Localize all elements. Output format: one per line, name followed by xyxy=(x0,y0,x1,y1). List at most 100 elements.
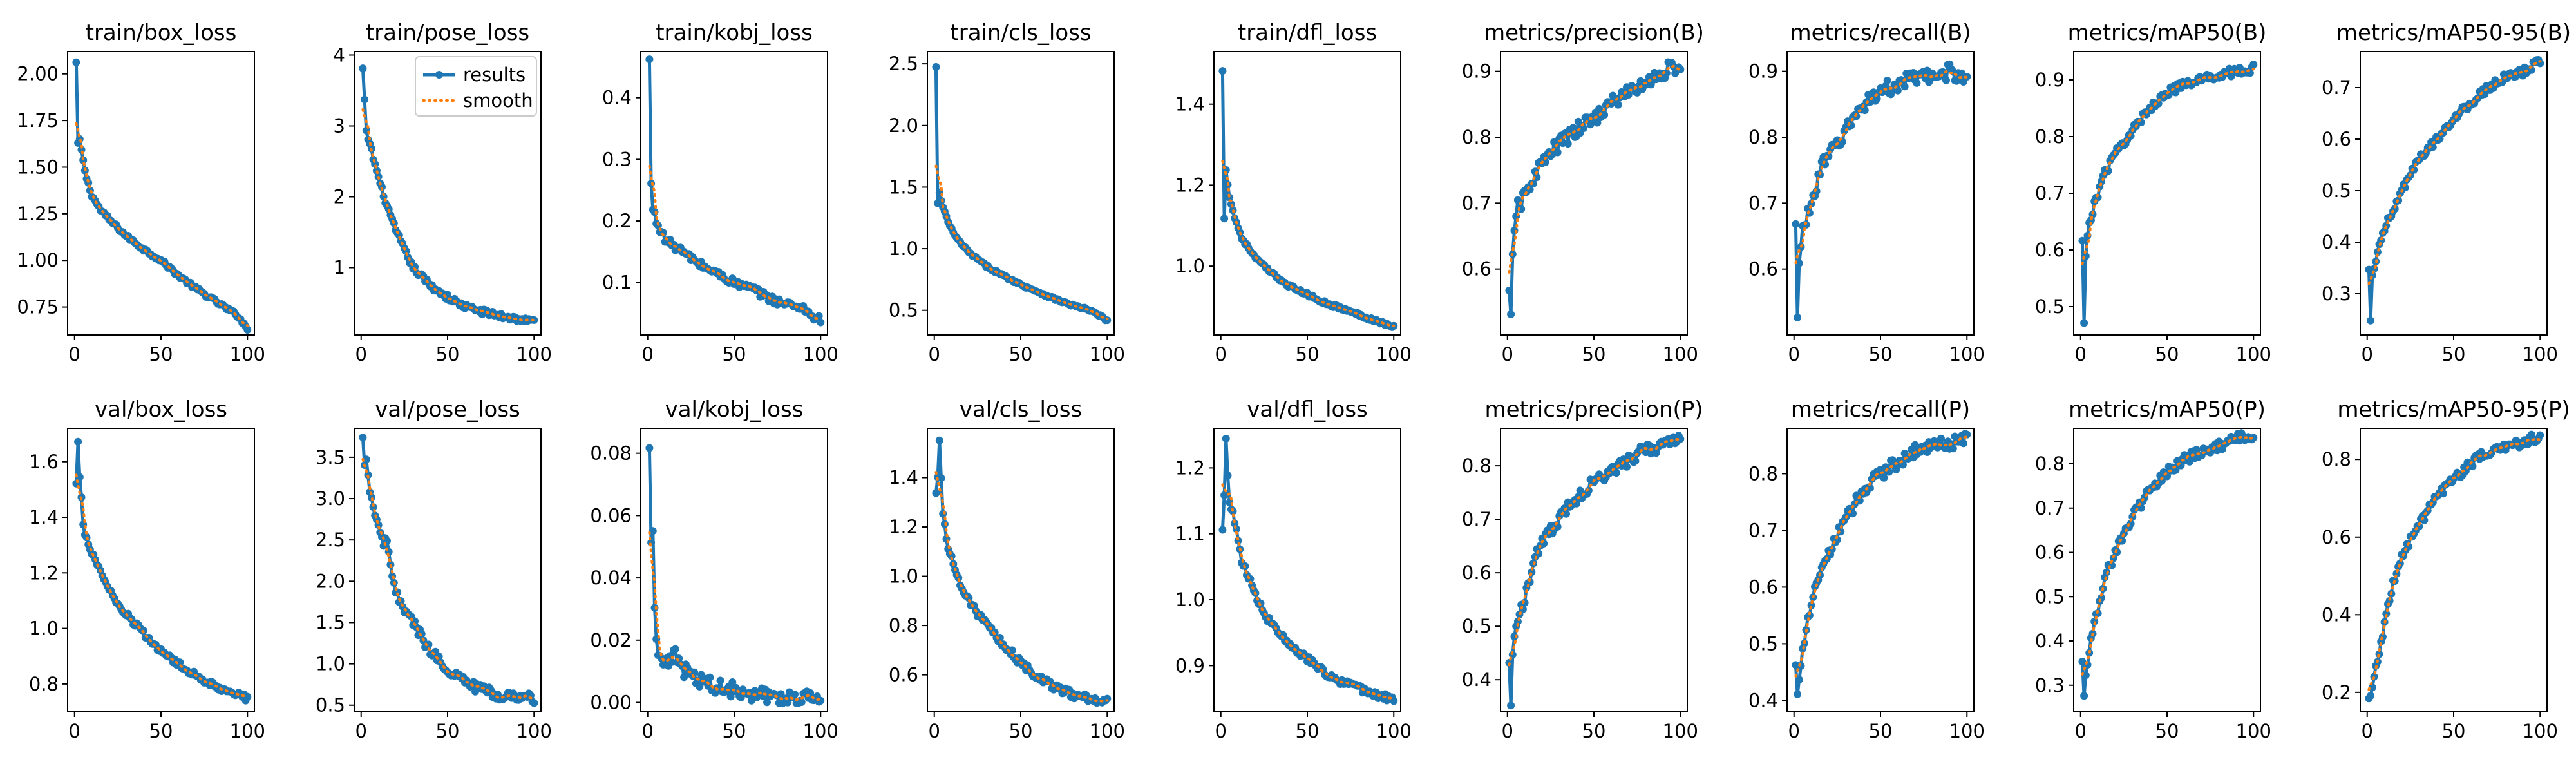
x-tick-label: 0 xyxy=(2362,720,2373,742)
panel-title: metrics/recall(B) xyxy=(1790,20,1971,46)
x-tick-label: 100 xyxy=(2236,343,2271,365)
x-tick-label: 50 xyxy=(1009,720,1033,742)
y-tick-label: 1.1 xyxy=(1175,523,1205,545)
chart-panel: train/pose_loss 1 2 3 4 0 50 100 results smooth xyxy=(334,20,552,365)
y-tick-label: 0.6 xyxy=(889,664,918,686)
smooth-series-line xyxy=(648,531,822,701)
y-tick-label: 0.5 xyxy=(889,300,918,321)
results-point xyxy=(1222,434,1230,443)
x-tick-label: 100 xyxy=(2523,720,2558,742)
smooth-series-line xyxy=(648,164,822,321)
results-point xyxy=(1569,124,1577,132)
results-point xyxy=(2367,316,2375,325)
y-tick-label: 1.0 xyxy=(29,618,59,640)
results-point xyxy=(2385,596,2394,605)
results-point xyxy=(369,503,377,511)
results-point xyxy=(1226,193,1234,202)
results-point xyxy=(1584,486,1593,495)
y-tick-label: 0.8 xyxy=(1462,126,1492,148)
panel-title: train/pose_loss xyxy=(366,20,529,46)
x-tick-label: 0 xyxy=(2362,343,2373,365)
y-tick-label: 1.2 xyxy=(1175,457,1205,479)
panel-title: train/box_loss xyxy=(86,20,237,46)
results-point xyxy=(2536,431,2544,439)
legend-smooth-label: smooth xyxy=(463,90,533,111)
results-point xyxy=(362,455,370,464)
smooth-series-line xyxy=(361,457,536,700)
results-point xyxy=(361,95,369,104)
y-tick-label: 0.4 xyxy=(2035,630,2065,652)
y-tick-label: 0.5 xyxy=(2035,296,2065,318)
x-tick-label: 50 xyxy=(436,343,460,365)
y-tick-label: 0.8 xyxy=(29,673,59,695)
results-point xyxy=(1553,148,1562,157)
results-point xyxy=(937,474,945,482)
chart-panel: train/kobj_loss 0.1 0.2 0.3 0.4 0 50 100 xyxy=(602,20,838,365)
x-tick-label: 0 xyxy=(1502,343,1513,365)
results-series-line xyxy=(1220,71,1395,329)
y-tick-label: 0.6 xyxy=(1462,258,1492,280)
y-tick-label: 0.9 xyxy=(1175,654,1205,676)
panel-title: train/cls_loss xyxy=(950,20,1091,46)
panel-title: metrics/precision(P) xyxy=(1484,397,1703,423)
y-tick-label: 0.6 xyxy=(2322,128,2351,150)
x-tick-label: 100 xyxy=(1663,343,1698,365)
y-tick-label: 1.0 xyxy=(889,566,918,587)
x-tick-label: 0 xyxy=(1215,720,1227,742)
results-point xyxy=(763,698,771,707)
results-point xyxy=(2088,210,2097,218)
results-series-line xyxy=(1507,61,1682,316)
y-tick-label: 0.4 xyxy=(2322,604,2351,625)
results-point xyxy=(1600,111,1609,119)
results-point xyxy=(1900,82,1909,91)
x-tick-label: 50 xyxy=(149,720,173,742)
y-tick-label: 0.7 xyxy=(1748,519,1778,541)
legend-results-marker xyxy=(435,71,443,79)
results-point xyxy=(359,434,367,442)
results-point xyxy=(530,699,538,707)
x-tick-label: 0 xyxy=(2075,720,2087,742)
chart-panel: val/pose_loss 0.5 1.0 1.5 2.0 2.5 3.0 3.5 0 50 100 xyxy=(316,397,552,742)
y-tick-label: 0.8 xyxy=(1748,463,1778,484)
results-point xyxy=(1949,444,1957,453)
results-point xyxy=(817,318,825,327)
legend-results-label: results xyxy=(463,64,526,86)
x-tick-label: 0 xyxy=(355,343,367,365)
x-tick-label: 0 xyxy=(69,720,80,742)
results-point xyxy=(2392,569,2401,578)
y-tick-label: 1.6 xyxy=(29,451,59,473)
x-tick-label: 0 xyxy=(929,343,940,365)
x-tick-label: 100 xyxy=(230,343,265,365)
results-point xyxy=(1564,140,1572,148)
results-point xyxy=(1937,434,1945,443)
results-point xyxy=(2527,430,2535,439)
results-point xyxy=(2536,59,2544,68)
x-tick-label: 50 xyxy=(1009,343,1033,365)
results-point xyxy=(1795,676,1803,684)
results-point xyxy=(1855,497,1864,505)
x-tick-label: 0 xyxy=(1502,720,1513,742)
results-point xyxy=(1103,316,1112,325)
y-tick-label: 0.7 xyxy=(1462,192,1492,214)
results-point xyxy=(1807,601,1815,609)
y-tick-label: 2.00 xyxy=(17,63,59,85)
panel-title: val/dfl_loss xyxy=(1247,397,1368,423)
results-point xyxy=(645,444,654,452)
results-point xyxy=(690,668,699,676)
results-point xyxy=(1224,472,1232,479)
y-tick-label: 0.7 xyxy=(2322,77,2351,99)
panel-title: val/cls_loss xyxy=(960,397,1082,423)
x-tick-label: 0 xyxy=(1788,720,1800,742)
results-point xyxy=(1883,77,1891,84)
plot-frame xyxy=(640,51,828,336)
results-point xyxy=(932,489,940,497)
results-point xyxy=(1794,313,1802,321)
y-tick-label: 0.8 xyxy=(2035,126,2065,148)
chart-panel: metrics/recall(P) 0.4 0.5 0.6 0.7 0.8 0 50 100 xyxy=(1748,397,1985,742)
results-point xyxy=(706,673,714,682)
x-tick-label: 100 xyxy=(230,720,265,742)
results-point xyxy=(84,178,93,187)
y-tick-label: 0.7 xyxy=(1462,508,1492,530)
x-tick-label: 100 xyxy=(803,720,838,742)
chart-panel: val/kobj_loss 0.00 0.02 0.04 0.06 0.08 0 50 100 xyxy=(590,397,838,742)
